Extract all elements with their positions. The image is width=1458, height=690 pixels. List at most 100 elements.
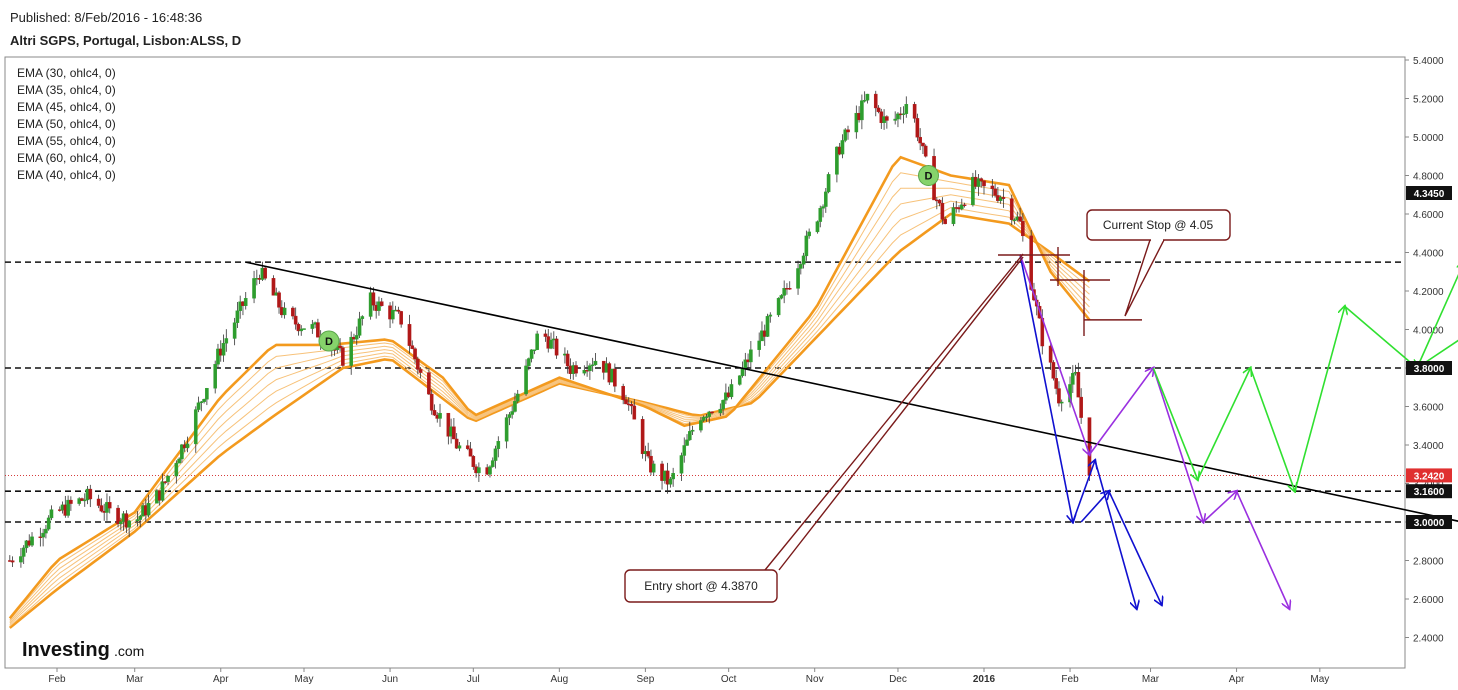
candle-body	[477, 467, 481, 474]
projection-arrow	[1152, 367, 1203, 522]
candle-body	[543, 333, 548, 337]
candle-body	[490, 460, 495, 467]
candle-body	[271, 278, 276, 296]
candle-body	[379, 301, 384, 306]
candle-body	[565, 353, 570, 367]
candle-body	[823, 191, 828, 207]
candle-body	[668, 478, 673, 485]
candle-body	[504, 417, 509, 442]
candle-body	[865, 93, 870, 101]
projection-arrow	[1152, 367, 1197, 480]
downtrend-line	[245, 261, 1458, 522]
candle-body	[1087, 417, 1092, 476]
candle-body	[21, 547, 26, 557]
candle-body	[515, 393, 520, 402]
legend-ema-60: EMA (60, ohlc4, 0)	[17, 151, 116, 165]
projection-arrow	[1019, 254, 1089, 454]
candle-body	[316, 322, 320, 338]
candle-body	[1076, 372, 1081, 398]
candle-body	[613, 368, 617, 387]
projection-arrow	[1019, 254, 1073, 522]
stop-callout-text: Current Stop @ 4.05	[1103, 218, 1214, 232]
candle-body	[737, 375, 742, 385]
candle-body	[982, 180, 986, 187]
y-tick-label: 5.0000	[1413, 133, 1444, 144]
candle-body	[549, 339, 553, 349]
candle-body	[396, 309, 401, 312]
candle-body	[554, 338, 559, 356]
candle-body	[1009, 198, 1014, 220]
candle-body	[471, 456, 476, 467]
entry-pointer-2	[778, 256, 1024, 571]
y-tick-label: 3.4000	[1413, 441, 1444, 452]
candle-body	[457, 445, 462, 449]
candle-body	[629, 403, 634, 407]
candle-body	[804, 235, 809, 257]
candle-body	[665, 470, 670, 485]
candle-body	[757, 340, 761, 350]
candle-body	[998, 197, 1003, 201]
candle-body	[768, 314, 773, 317]
projection-arrow	[1080, 491, 1109, 523]
candle-body	[221, 343, 226, 356]
candle-body	[959, 204, 964, 210]
candle-body	[407, 324, 412, 346]
candle-body	[243, 298, 248, 306]
projection-arrow	[1108, 490, 1162, 605]
legend-ema-50: EMA (50, ohlc4, 0)	[17, 117, 116, 131]
candle-body	[1057, 388, 1061, 404]
ema-ribbon	[8, 155, 1091, 629]
candle-body	[904, 104, 909, 114]
x-tick-label: Mar	[1142, 674, 1160, 685]
candle-body	[429, 393, 434, 411]
candle-body	[224, 338, 229, 344]
candle-body	[263, 267, 267, 279]
candle-body	[940, 202, 945, 220]
candle-body	[704, 416, 709, 418]
candle-body	[166, 475, 170, 482]
investing-logo: Investing .com	[22, 639, 144, 661]
candle-body	[862, 100, 867, 102]
candle-body	[174, 462, 179, 477]
candle-body	[901, 113, 906, 115]
candle-body	[438, 412, 442, 419]
candle-body	[787, 288, 792, 290]
candle-body	[196, 402, 201, 410]
annotations: Current Stop @ 4.05 Entry short @ 4.3870 D…	[318, 165, 1231, 603]
ema-legend: EMA (30, ohlc4, 0) EMA (35, ohlc4, 0) EM…	[17, 66, 116, 182]
candle-body	[282, 307, 287, 316]
price-tags: 4.3450 3.8000 3.2420 3.1600 3.0000	[1406, 186, 1452, 529]
y-tick-label: 3.6000	[1413, 403, 1444, 414]
candle-body	[529, 349, 534, 359]
price-tag	[1406, 361, 1452, 375]
candle-body	[163, 481, 168, 483]
candle-body	[341, 347, 345, 366]
candle-body	[646, 451, 650, 457]
candle-body	[360, 316, 365, 319]
candle-body	[690, 429, 695, 432]
projection-arrow	[1202, 491, 1236, 523]
candle-body	[277, 292, 281, 308]
candle-body	[796, 268, 800, 289]
dividend-marker	[917, 165, 939, 186]
candle-body	[1079, 396, 1083, 418]
support-resistance-levels	[5, 261, 1405, 523]
y-tick-label: 4.8000	[1413, 172, 1444, 183]
projection-arrow	[1196, 368, 1251, 480]
dividend-marker-label: D	[925, 171, 933, 183]
candle-body	[679, 455, 684, 474]
candle-body	[88, 488, 93, 500]
candle-body	[815, 221, 820, 233]
x-tick-label: Jun	[382, 674, 398, 685]
candle-body	[291, 307, 295, 317]
x-tick-label: Apr	[213, 674, 229, 685]
projection-arrow	[1235, 490, 1290, 608]
legend-ema-55: EMA (55, ohlc4, 0)	[17, 134, 116, 148]
candle-body	[418, 369, 423, 373]
candle-body	[624, 399, 628, 405]
y-tick-label: 2.6000	[1413, 595, 1444, 606]
y-tick-label: 2.4000	[1413, 634, 1444, 645]
candle-body	[302, 328, 306, 330]
candle-body	[446, 412, 451, 437]
